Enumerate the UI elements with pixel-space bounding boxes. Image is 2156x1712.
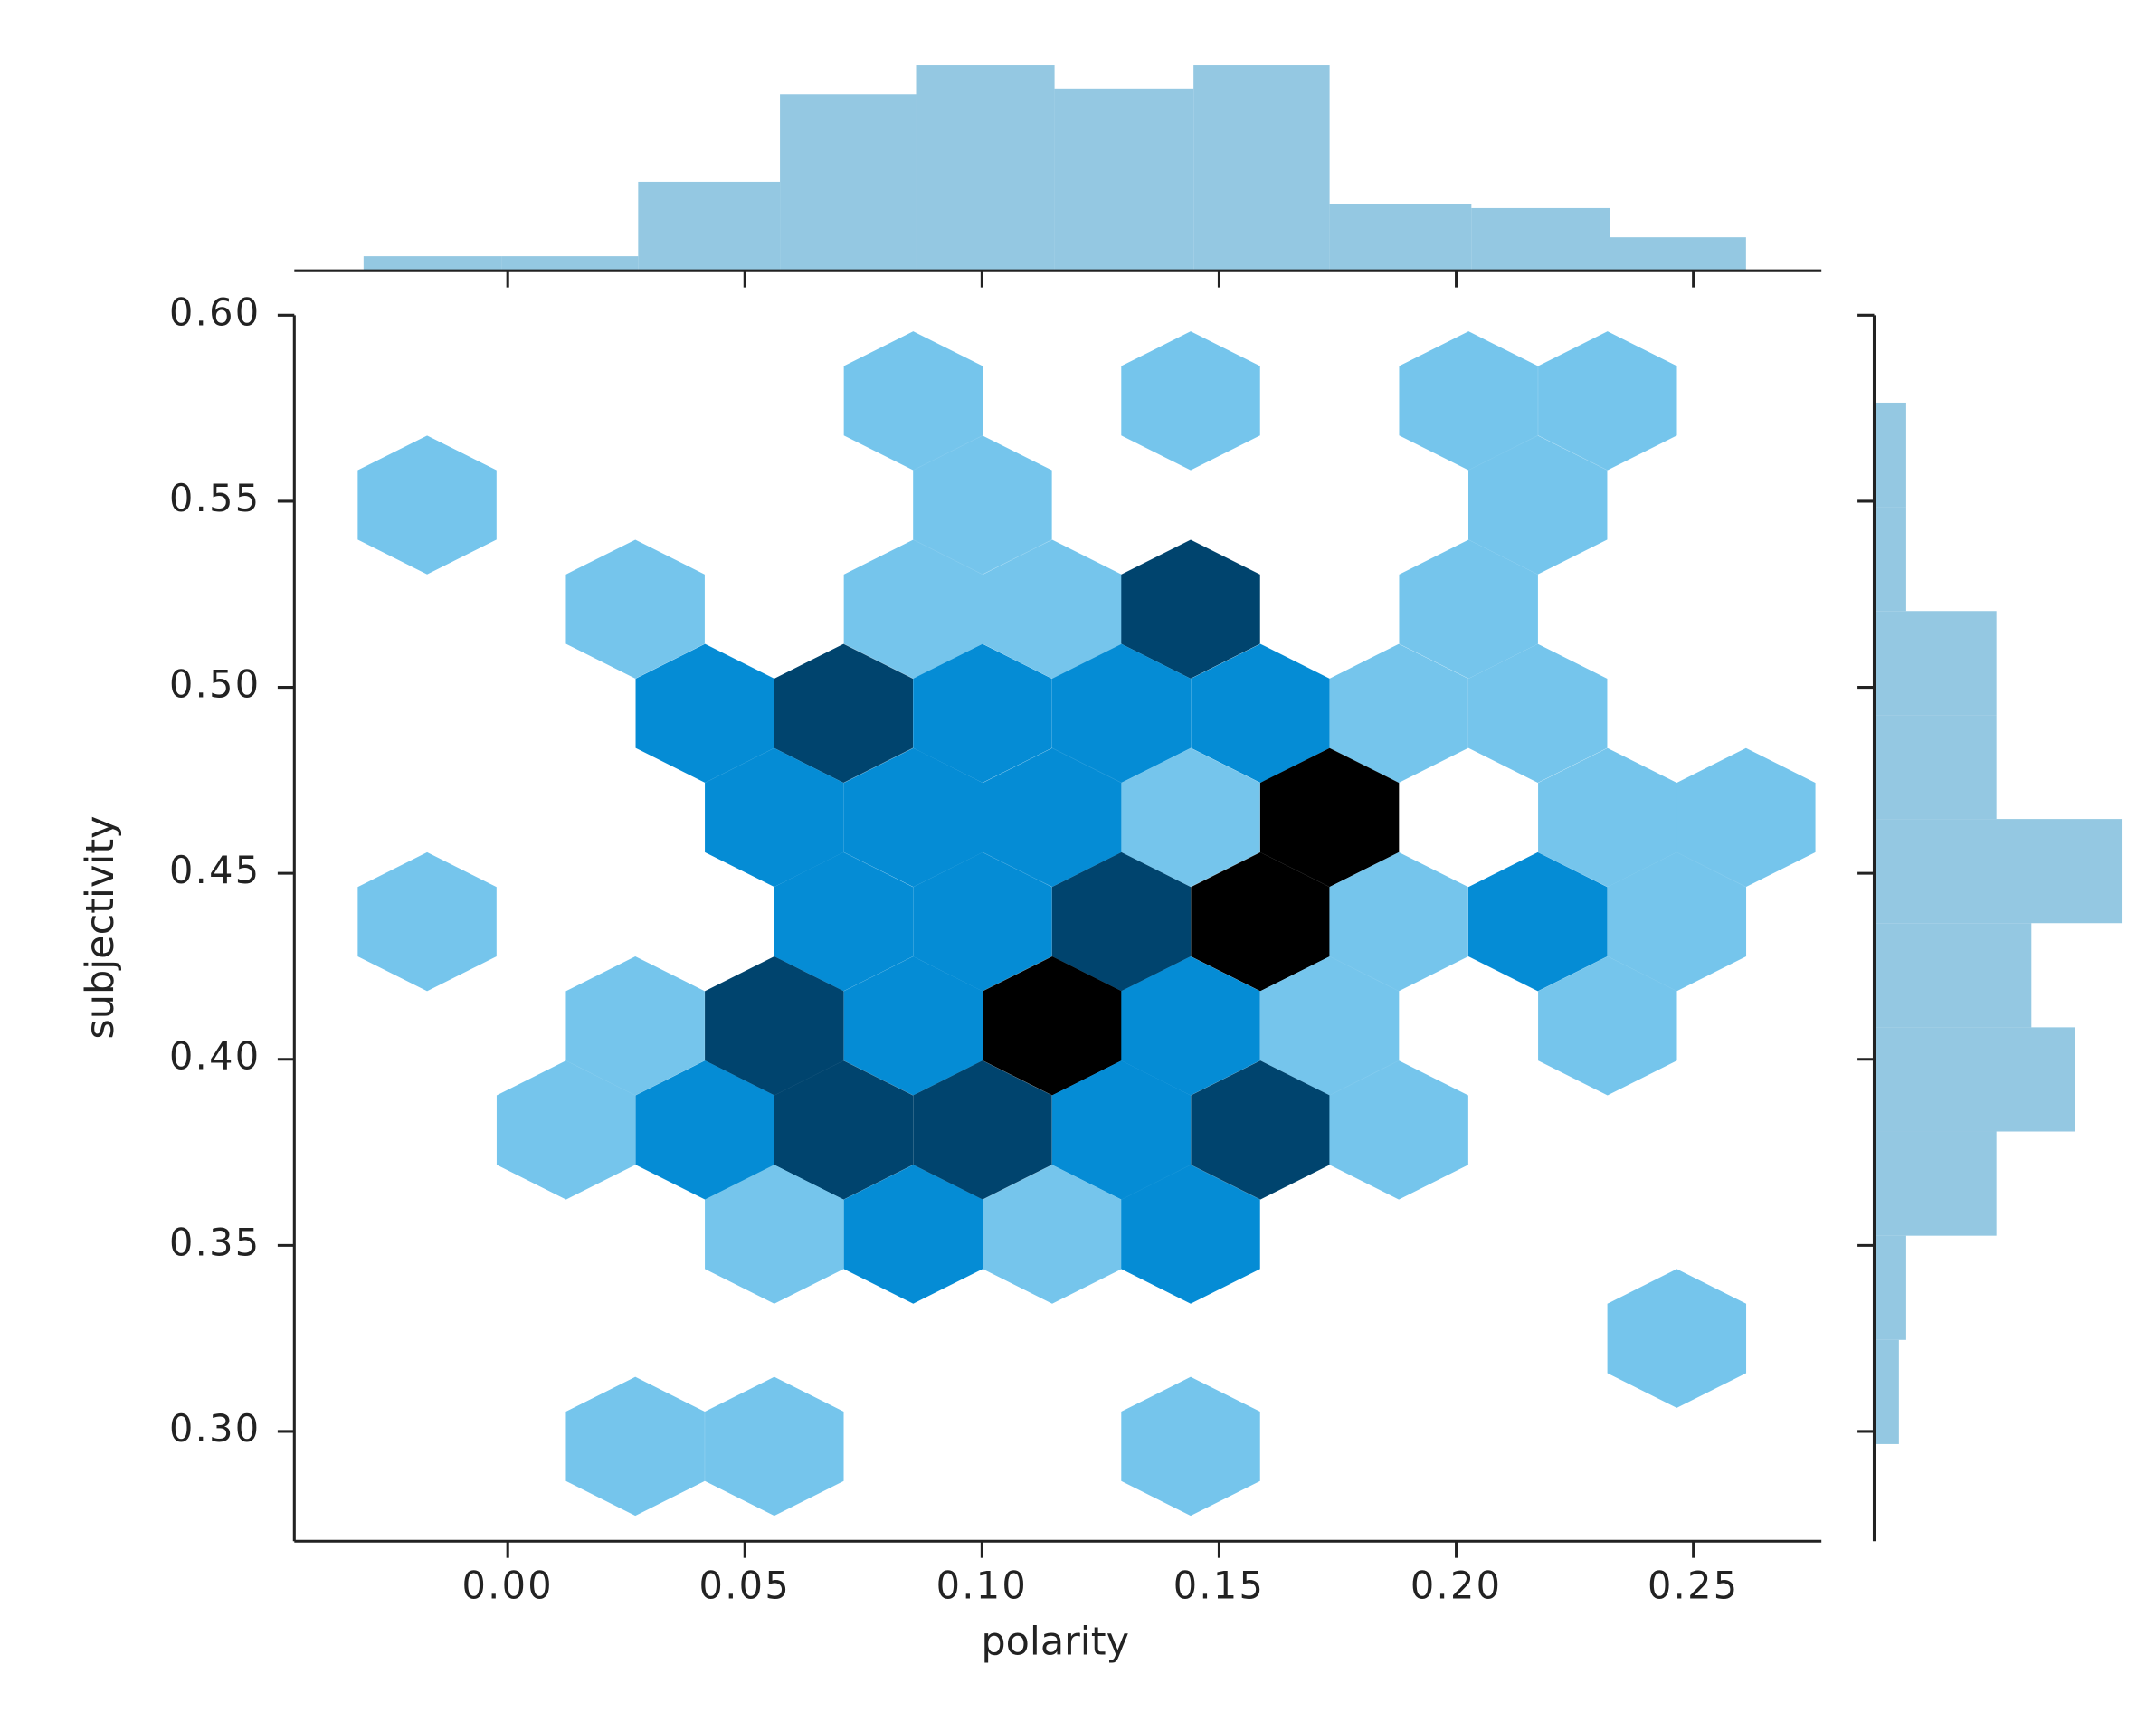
hex-cell [1121, 747, 1260, 888]
hex-cell [1191, 643, 1330, 784]
y-tick-label: 0.55 [169, 477, 261, 520]
top-hist-bar [1471, 207, 1610, 271]
hex-cell [1468, 851, 1608, 992]
hex-cell [1121, 331, 1260, 471]
hex-cell [1191, 1060, 1330, 1200]
hex-cell [635, 643, 774, 784]
x-tick-label: 0.00 [461, 1564, 553, 1607]
y-axis-label: subjectivity [78, 815, 123, 1039]
hex-cell [1051, 643, 1192, 784]
right-hist-bar [1874, 507, 1906, 612]
hex-cell [1607, 1269, 1747, 1408]
right-hist-bar [1874, 715, 1997, 820]
hex-cell [913, 435, 1052, 575]
hex-cell [843, 539, 983, 679]
hex-cell [1399, 331, 1538, 471]
hex-cell [1121, 956, 1260, 1096]
hex-cell [565, 1376, 705, 1517]
top-hist-bar [1054, 88, 1194, 271]
hex-cell [1676, 747, 1816, 888]
marginal-histograms [363, 65, 2123, 1444]
hex-cell [705, 1165, 844, 1304]
right-hist-bar [1874, 923, 2032, 1028]
hex-cell [1329, 851, 1468, 992]
hex-cell [1259, 956, 1400, 1096]
hex-cell [1329, 643, 1468, 784]
hex-cell [1051, 1060, 1192, 1200]
top-hist-bar [1610, 237, 1746, 271]
top-hist-bar [1329, 204, 1472, 271]
y-tick-label: 0.45 [169, 849, 261, 892]
x-tick-label: 0.25 [1648, 1564, 1739, 1607]
hex-cell [565, 956, 705, 1096]
top-hist-bar [1193, 65, 1330, 271]
hex-cell [1538, 956, 1677, 1096]
hex-cell [1468, 435, 1608, 575]
hex-cell [913, 643, 1052, 784]
hex-cell [1051, 851, 1192, 992]
hex-cell [983, 539, 1122, 679]
y-tick-label: 0.30 [169, 1407, 261, 1450]
right-hist-bar [1874, 611, 1997, 716]
x-tick-label: 0.05 [699, 1564, 791, 1607]
top-hist-bar [501, 256, 639, 271]
hex-cell [913, 1060, 1052, 1200]
hex-cell [705, 747, 844, 888]
hex-cell [774, 851, 914, 992]
hex-cell [1191, 851, 1330, 992]
hex-cell [1121, 539, 1260, 679]
x-tick-label: 0.20 [1410, 1564, 1502, 1607]
hex-cell [1121, 1165, 1260, 1304]
y-tick-label: 0.50 [169, 663, 261, 707]
top-hist-bar [780, 94, 917, 271]
right-hist-bar [1874, 402, 1906, 508]
hex-cell [357, 435, 497, 575]
hex-cell [496, 1060, 636, 1200]
hex-cell [705, 956, 844, 1096]
hex-cell [983, 747, 1122, 888]
x-tick-label: 0.15 [1173, 1564, 1265, 1607]
hex-cell [774, 1060, 914, 1200]
right-hist-bar [1874, 1235, 1906, 1340]
hex-cell [913, 851, 1052, 992]
hex-cell [705, 1376, 844, 1517]
top-hist-bar [916, 65, 1055, 271]
hex-cell [357, 851, 497, 992]
y-tick-label: 0.60 [169, 290, 261, 334]
hex-cell [1399, 539, 1538, 679]
hex-cell [1259, 747, 1400, 888]
hex-cell [1468, 643, 1608, 784]
hexbin-plot [357, 331, 1816, 1517]
right-hist-bar [1874, 1131, 1997, 1236]
y-tick-label: 0.40 [169, 1035, 261, 1079]
hex-cell [774, 643, 914, 784]
hex-cell [843, 747, 983, 888]
hex-cell [1329, 1060, 1468, 1200]
hex-cell [635, 1060, 774, 1200]
hex-cell [1538, 331, 1677, 471]
top-hist-bar [638, 181, 781, 271]
hex-cell [843, 1165, 983, 1304]
right-hist-bar [1874, 1339, 1899, 1444]
hex-cell [983, 956, 1122, 1096]
top-hist-bar [363, 256, 502, 271]
right-hist-bar [1874, 819, 2123, 924]
hex-cell [565, 539, 705, 679]
hex-cell [1121, 1376, 1260, 1517]
hex-cell [843, 331, 983, 471]
x-tick-label: 0.10 [936, 1564, 1028, 1607]
hex-cell [843, 956, 983, 1096]
hex-cell [983, 1165, 1122, 1304]
y-tick-label: 0.35 [169, 1221, 261, 1264]
hex-cell [1607, 851, 1747, 992]
right-hist-bar [1874, 1027, 2075, 1132]
x-axis-label: polarity [981, 1619, 1129, 1664]
hex-cell [1538, 747, 1677, 888]
